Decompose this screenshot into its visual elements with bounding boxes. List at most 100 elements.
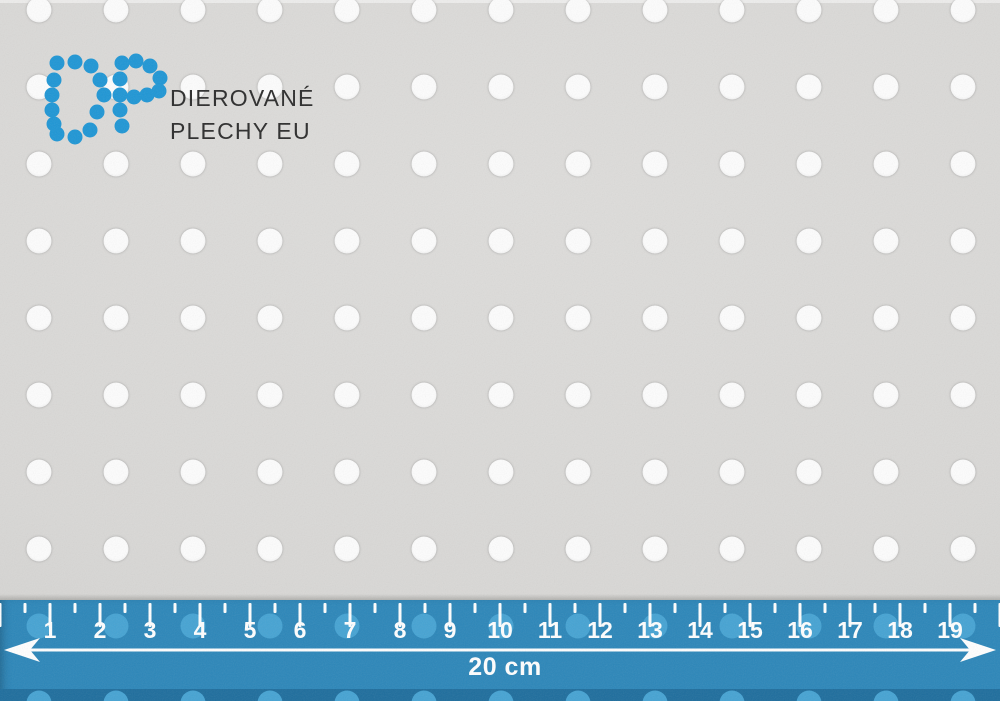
hole <box>796 0 822 23</box>
hole <box>334 382 360 408</box>
hole <box>180 459 206 485</box>
hole <box>796 228 822 254</box>
ruler-covered-hole <box>257 613 283 639</box>
hole <box>26 382 52 408</box>
hole <box>642 382 668 408</box>
hole <box>488 151 514 177</box>
hole <box>796 382 822 408</box>
logo-dot <box>49 55 65 71</box>
logo-dot <box>67 54 83 70</box>
hole <box>565 0 591 23</box>
hole <box>103 459 129 485</box>
hole <box>719 382 745 408</box>
logo-dot <box>112 102 128 118</box>
logo-dot <box>139 87 155 103</box>
logo-dot <box>44 87 60 103</box>
hole <box>565 536 591 562</box>
tick-minor <box>873 603 877 613</box>
hole <box>257 151 283 177</box>
hole <box>488 305 514 331</box>
hole <box>873 382 899 408</box>
hole <box>334 459 360 485</box>
hole <box>257 459 283 485</box>
hole <box>180 151 206 177</box>
tick-minor <box>223 603 227 613</box>
hole <box>642 0 668 23</box>
hole <box>565 228 591 254</box>
hole <box>719 536 745 562</box>
hole <box>180 0 206 23</box>
hole <box>488 228 514 254</box>
hole <box>334 0 360 23</box>
brand-wordmark: DIEROVANÉ PLECHY EU <box>170 82 315 148</box>
hole <box>565 151 591 177</box>
hole <box>719 74 745 100</box>
hole <box>565 459 591 485</box>
tick-minor <box>823 603 827 613</box>
hole <box>642 459 668 485</box>
tick-minor <box>23 603 27 613</box>
logo-dot <box>82 122 98 138</box>
hole <box>950 151 976 177</box>
measuring-ruler: 1 2 3 4 5 6 7 8 9 10 11 12 13 14 15 16 17 18 19 20 cm <box>0 600 1000 701</box>
hole <box>103 305 129 331</box>
hole <box>26 536 52 562</box>
hole <box>26 459 52 485</box>
tick-minor <box>523 603 527 613</box>
logo-dot <box>44 102 60 118</box>
hole <box>411 459 437 485</box>
hole <box>257 228 283 254</box>
hole <box>796 305 822 331</box>
hole <box>873 305 899 331</box>
hole <box>565 382 591 408</box>
tick-minor <box>473 603 477 613</box>
hole <box>950 459 976 485</box>
hole <box>180 536 206 562</box>
hole <box>873 151 899 177</box>
tick-minor <box>73 603 77 613</box>
logo-dot <box>96 87 112 103</box>
tick-major <box>0 603 2 627</box>
hole <box>719 151 745 177</box>
brand-line-1: DIEROVANÉ <box>170 85 315 111</box>
hole <box>719 459 745 485</box>
hole <box>257 382 283 408</box>
hole <box>642 74 668 100</box>
hole <box>103 536 129 562</box>
hole <box>334 536 360 562</box>
logo-dot <box>126 89 142 105</box>
logo-dot <box>112 71 128 87</box>
hole <box>642 151 668 177</box>
logo-dot <box>46 72 62 88</box>
hole <box>488 536 514 562</box>
hole <box>334 228 360 254</box>
scale-label: 20 cm <box>468 653 542 681</box>
tick-minor <box>673 603 677 613</box>
hole <box>488 382 514 408</box>
hole <box>26 0 52 23</box>
hole <box>873 536 899 562</box>
hole <box>257 0 283 23</box>
hole <box>719 305 745 331</box>
hole <box>411 536 437 562</box>
logo-dot <box>67 129 83 145</box>
hole <box>950 305 976 331</box>
hole <box>950 228 976 254</box>
logo-dot <box>46 116 62 132</box>
hole <box>411 0 437 23</box>
logo-dot <box>112 87 128 103</box>
hole <box>411 228 437 254</box>
hole <box>411 305 437 331</box>
hole <box>411 151 437 177</box>
hole <box>103 151 129 177</box>
tick-minor <box>773 603 777 613</box>
hole <box>642 305 668 331</box>
tick-minor <box>423 603 427 613</box>
logo-dot <box>114 118 130 134</box>
tick-minor <box>723 603 727 613</box>
logo-dot <box>92 72 108 88</box>
hole <box>488 459 514 485</box>
hole <box>796 74 822 100</box>
hole <box>565 305 591 331</box>
